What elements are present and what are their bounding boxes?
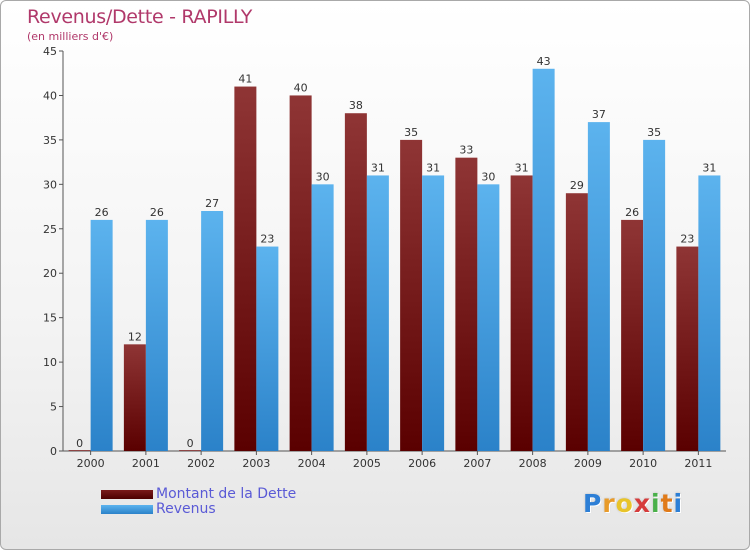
logo-letter: i <box>651 489 661 518</box>
y-tick-label: 45 <box>43 45 57 58</box>
logo-letter: P <box>583 489 603 518</box>
bar-debt-2001 <box>123 344 146 451</box>
data-label-revenue-2003: 23 <box>260 233 274 246</box>
data-label-debt-2007: 33 <box>459 144 473 157</box>
bar-debt-2011 <box>676 246 699 451</box>
data-label-debt-2008: 31 <box>515 161 529 174</box>
y-tick-label: 20 <box>43 267 57 280</box>
bar-debt-2007 <box>455 157 478 451</box>
data-label-revenue-2007: 30 <box>481 170 495 183</box>
bar-revenue-2005 <box>366 175 389 451</box>
x-tick-label: 2006 <box>408 457 436 470</box>
data-label-revenue-2000: 26 <box>95 206 109 219</box>
x-tick-label: 2009 <box>574 457 602 470</box>
x-tick-label: 2001 <box>132 457 160 470</box>
bar-revenue-2000 <box>90 219 113 451</box>
bar-revenue-2010 <box>643 139 666 451</box>
bar-debt-2009 <box>565 193 588 451</box>
data-label-debt-2003: 41 <box>238 73 252 86</box>
y-tick-label: 0 <box>50 445 57 458</box>
chart-title: Revenus/Dette - RAPILLY <box>27 6 253 28</box>
x-tick-label: 2010 <box>629 457 657 470</box>
bar-revenue-2008 <box>532 68 555 452</box>
y-tick-label: 25 <box>43 223 57 236</box>
logo-letter: x <box>633 489 651 518</box>
bar-debt-2008 <box>510 175 533 451</box>
proxiti-logo: Proxiti <box>583 489 683 518</box>
bar-revenue-2001 <box>145 219 168 451</box>
x-tick-label: 2005 <box>353 457 381 470</box>
x-tick-label: 2000 <box>77 457 105 470</box>
bar-debt-2010 <box>621 219 644 451</box>
x-tick-label: 2004 <box>298 457 326 470</box>
data-label-revenue-2011: 31 <box>702 161 716 174</box>
data-label-debt-2002: 0 <box>187 437 194 450</box>
y-tick-label: 5 <box>50 401 57 414</box>
data-label-debt-2011: 23 <box>680 233 694 246</box>
bar-debt-2006 <box>400 139 423 451</box>
bar-revenue-2009 <box>587 122 610 451</box>
logo-letter: r <box>602 489 616 518</box>
data-label-revenue-2010: 35 <box>647 126 661 139</box>
data-label-revenue-2008: 43 <box>537 55 551 68</box>
bar-debt-2005 <box>344 113 367 451</box>
bar-debt-2000 <box>68 450 91 451</box>
data-label-debt-2006: 35 <box>404 126 418 139</box>
data-label-revenue-2004: 30 <box>316 170 330 183</box>
data-label-revenue-2001: 26 <box>150 206 164 219</box>
bar-revenue-2006 <box>422 175 445 451</box>
data-label-revenue-2002: 27 <box>205 197 219 210</box>
bar-debt-2002 <box>179 450 202 451</box>
x-tick-label: 2003 <box>242 457 270 470</box>
logo-letter: o <box>615 489 634 518</box>
y-tick-label: 40 <box>43 89 57 102</box>
logo-letter: i <box>673 489 684 518</box>
y-tick-label: 30 <box>43 178 57 191</box>
legend-swatch-debt <box>101 490 153 499</box>
legend-label-debt: Montant de la Dette <box>156 486 297 502</box>
data-label-revenue-2005: 31 <box>371 161 385 174</box>
data-label-debt-2004: 40 <box>294 81 308 94</box>
y-tick-label: 15 <box>43 312 57 325</box>
x-tick-label: 2002 <box>187 457 215 470</box>
data-label-debt-2001: 12 <box>128 330 142 343</box>
data-label-debt-2005: 38 <box>349 99 363 112</box>
x-tick-label: 2007 <box>463 457 491 470</box>
bar-revenue-2004 <box>311 184 334 452</box>
data-label-debt-2010: 26 <box>625 206 639 219</box>
bar-revenue-2002 <box>201 211 224 451</box>
bar-debt-2003 <box>234 86 257 452</box>
x-tick-label: 2008 <box>519 457 547 470</box>
data-label-debt-2000: 0 <box>76 437 83 450</box>
data-label-revenue-2006: 31 <box>426 161 440 174</box>
data-label-debt-2009: 29 <box>570 179 584 192</box>
legend-swatch-revenue <box>101 505 153 514</box>
logo-letter: t <box>660 489 674 518</box>
x-tick-label: 2011 <box>684 457 712 470</box>
bar-revenue-2003 <box>256 246 279 451</box>
bar-debt-2004 <box>289 95 312 451</box>
chart-subtitle: (en milliers d'€) <box>27 30 114 43</box>
bar-revenue-2007 <box>477 184 500 452</box>
data-label-revenue-2009: 37 <box>592 108 606 121</box>
legend-label-revenue: Revenus <box>156 501 216 517</box>
y-tick-label: 10 <box>43 356 57 369</box>
bar-revenue-2011 <box>698 175 721 451</box>
y-tick-label: 35 <box>43 134 57 147</box>
